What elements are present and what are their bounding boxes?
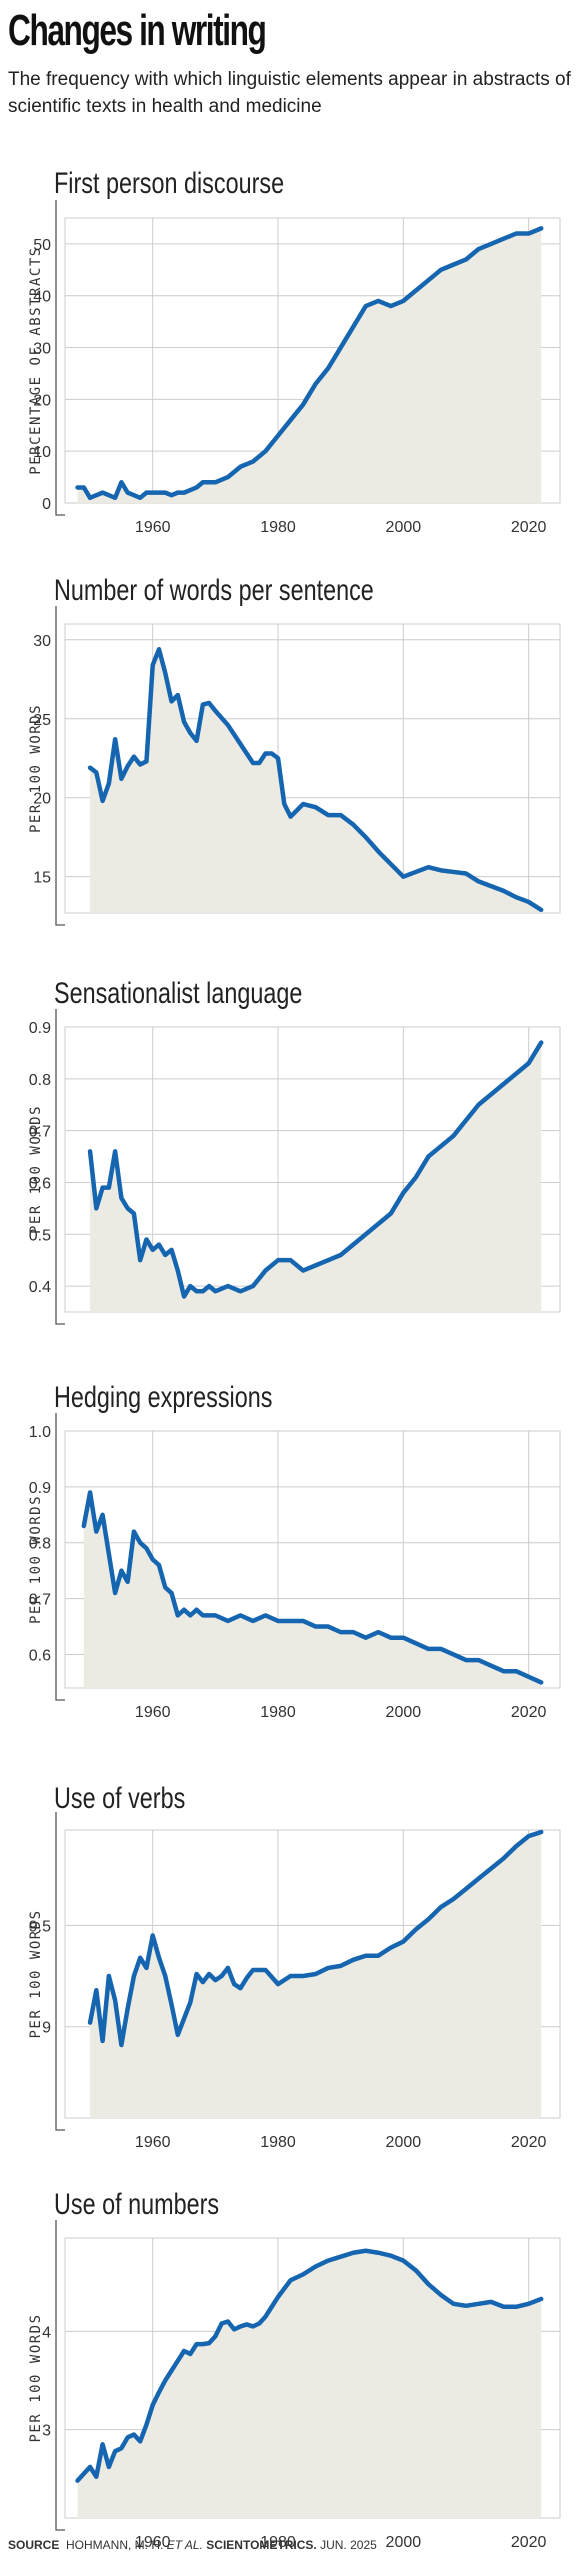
chart-panel-6: Use of numbers 3 4 1960 1980 2000 2020 PER 100 …	[28, 2187, 561, 2551]
chart-title: Number of words per sentence	[54, 573, 374, 606]
y-axis-label: PERCENTAGE OF ABSTRACTS	[28, 246, 44, 474]
series-line	[75, 2248, 544, 2483]
y-tick-label: 1.0	[29, 1424, 51, 1441]
x-tick-label: 2000	[386, 519, 422, 536]
x-tick-label: 1980	[260, 2534, 296, 2551]
series-line	[87, 1829, 544, 2048]
y-tick-label: 0.6	[29, 1175, 51, 1192]
source-note: SOURCE HOHMANN, M. H. ET AL. SCIENTOMETR…	[8, 2538, 377, 2552]
subtitle: The frequency with which linguistic elem…	[8, 69, 571, 117]
x-tick-label: 2020	[511, 519, 547, 536]
chart-title: Use of verbs	[54, 1781, 185, 1814]
y-tick-label: 25	[33, 712, 51, 729]
chart-title: Sensationalist language	[54, 976, 302, 1009]
y-tick-label: 30	[33, 341, 51, 358]
chart-panel-1: First person discourse 0 10 20 30 40 50 1960 198…	[28, 166, 561, 536]
x-tick-label: 2000	[386, 2534, 422, 2551]
x-tick-label: 1960	[135, 519, 171, 536]
y-tick-label: 9	[42, 2020, 51, 2037]
y-tick-label: 3	[42, 2423, 51, 2440]
chart-title: First person discourse	[54, 166, 284, 199]
y-tick-label: 0.9	[29, 1480, 51, 1497]
y-axis-label: PER 100 WORDS	[28, 1909, 44, 2038]
series-area	[90, 649, 542, 913]
headline: Changes in writing	[8, 6, 267, 55]
y-tick-label: 0.7	[29, 1124, 51, 1141]
chart-panel-2: Number of words per sentence 15 20 25 30 PER …	[28, 573, 561, 926]
y-tick-label: 4	[42, 2324, 51, 2341]
x-tick-label: 2000	[386, 1704, 422, 1721]
y-tick-label: 0.7	[29, 1592, 51, 1609]
y-tick-label: 0.5	[29, 1227, 51, 1244]
y-tick-label: 50	[33, 237, 51, 254]
x-tick-label: 1960	[135, 2134, 171, 2151]
x-tick-label: 1980	[260, 2134, 296, 2151]
y-axis-bracket	[55, 1009, 65, 1325]
y-axis-bracket	[55, 606, 65, 926]
series-area	[77, 2250, 542, 2518]
x-tick-label: 2020	[511, 2534, 547, 2551]
y-tick-label: 0.8	[29, 1072, 51, 1089]
y-tick-label: 20	[33, 791, 51, 808]
y-axis-label: PER 100 WORDS	[28, 1495, 44, 1624]
y-tick-label: 0.6	[29, 1647, 51, 1664]
source-etal: ET AL.	[166, 2538, 203, 2552]
y-axis-label: PER 100 WORDS	[28, 1105, 44, 1234]
y-axis-label: PER 100 WORDS	[28, 704, 44, 833]
y-axis-bracket	[55, 1812, 65, 2131]
y-tick-label: 9.5	[29, 1918, 51, 1935]
chart-panel-5: Use of verbs 9 9.5 1960 1980 2000 2020 PER 100 …	[28, 1781, 561, 2151]
y-tick-label: 40	[33, 289, 51, 306]
x-tick-label: 2020	[511, 2134, 547, 2151]
y-tick-label: 10	[33, 444, 51, 461]
series-area	[83, 1492, 542, 1688]
chart-panel-4: Hedging expressions 0.6 0.7 0.8 0.9 1.0 1960 19…	[28, 1380, 561, 1721]
y-tick-label: 0	[42, 496, 51, 513]
source-authors: HOHMANN, M. H.	[66, 2538, 164, 2552]
y-axis-label: PER 100 WORDS	[28, 2313, 44, 2442]
source-journal: SCIENTOMETRICS.	[206, 2538, 317, 2552]
y-tick-label: 15	[33, 870, 51, 887]
series-line	[87, 647, 544, 913]
y-tick-label: 0.8	[29, 1536, 51, 1553]
y-tick-label: 20	[33, 392, 51, 409]
x-tick-label: 1960	[135, 2534, 171, 2551]
source-date: JUN. 2025	[320, 2538, 377, 2552]
chart-title: Use of numbers	[54, 2187, 219, 2220]
chart-panel-3: Sensationalist language 0.4 0.5 0.6 0.7 0.8 0.…	[28, 976, 561, 1325]
series-area	[77, 228, 542, 503]
y-axis-bracket	[55, 1413, 65, 1701]
y-tick-label: 30	[33, 633, 51, 650]
y-tick-label: 0.9	[29, 1020, 51, 1037]
x-tick-label: 1960	[135, 1704, 171, 1721]
x-tick-label: 1980	[260, 1704, 296, 1721]
series-area	[90, 1042, 542, 1312]
series-line	[87, 1040, 544, 1299]
series-line	[81, 1490, 544, 1685]
source-label: SOURCE	[8, 2538, 60, 2552]
x-tick-label: 1980	[260, 519, 296, 536]
y-tick-label: 0.4	[29, 1279, 51, 1296]
x-tick-label: 2000	[386, 2134, 422, 2151]
y-axis-bracket	[55, 2220, 65, 2531]
chart-title: Hedging expressions	[54, 1380, 272, 1413]
y-axis-bracket	[55, 200, 65, 516]
x-tick-label: 2020	[511, 1704, 547, 1721]
series-line	[75, 226, 544, 501]
